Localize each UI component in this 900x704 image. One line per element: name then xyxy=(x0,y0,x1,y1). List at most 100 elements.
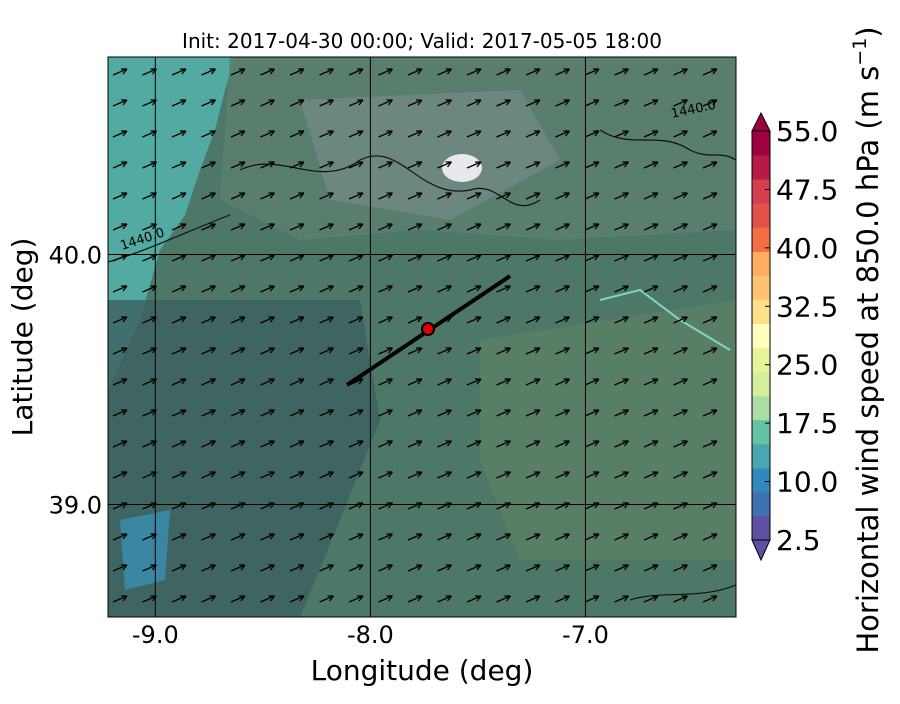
wind-arrow xyxy=(437,440,453,448)
colorbar-band xyxy=(752,179,770,204)
wind-arrow xyxy=(643,533,659,541)
wind-arrow xyxy=(702,223,718,231)
wind-arrow xyxy=(319,471,335,479)
wind-arrow xyxy=(289,347,305,355)
wind-arrow xyxy=(171,471,187,479)
wind-arrow xyxy=(437,223,453,231)
wind-arrow xyxy=(614,471,630,479)
wind-arrow xyxy=(673,161,689,169)
wind-arrow xyxy=(201,533,217,541)
wind-arrow xyxy=(614,347,630,355)
wind-arrow xyxy=(319,130,335,138)
wind-arrow xyxy=(171,192,187,200)
wind-arrow xyxy=(496,409,512,417)
wind-arrow xyxy=(555,564,571,572)
colorbar-tick-label: 55.0 xyxy=(776,115,838,148)
wind-arrow xyxy=(437,409,453,417)
wind-arrow xyxy=(555,223,571,231)
wind-arrow xyxy=(319,316,335,324)
wind-arrow xyxy=(496,99,512,107)
wind-arrow xyxy=(555,409,571,417)
wind-arrow xyxy=(525,316,541,324)
wind-arrow xyxy=(230,440,246,448)
wind-arrow xyxy=(702,99,718,107)
wind-arrow xyxy=(289,533,305,541)
wind-arrow xyxy=(466,192,482,200)
wind-arrow xyxy=(437,378,453,386)
colorbar-band xyxy=(752,443,770,469)
wind-arrow xyxy=(171,595,187,603)
wind-arrow xyxy=(260,595,276,603)
wind-arrow xyxy=(289,161,305,169)
wind-arrow xyxy=(584,595,600,603)
wind-arrow xyxy=(466,533,482,541)
wind-arrow xyxy=(201,347,217,355)
wind-arrow xyxy=(407,223,423,231)
wind-arrow xyxy=(702,471,718,479)
wind-arrow xyxy=(673,192,689,200)
wind-arrow xyxy=(260,192,276,200)
wind-arrow xyxy=(171,285,187,293)
wind-arrow xyxy=(584,316,600,324)
wind-arrow xyxy=(407,316,423,324)
wind-arrow xyxy=(407,378,423,386)
wind-arrow xyxy=(584,564,600,572)
wind-arrow xyxy=(112,564,128,572)
wind-arrow xyxy=(555,285,571,293)
wind-arrow xyxy=(555,192,571,200)
wind-arrow xyxy=(496,316,512,324)
colorbar-band xyxy=(752,491,770,517)
wind-arrow xyxy=(584,99,600,107)
colorbar-band xyxy=(752,251,770,276)
wind-arrow xyxy=(614,378,630,386)
wind-arrow xyxy=(496,347,512,355)
wind-arrow xyxy=(348,347,364,355)
wind-arrow xyxy=(643,192,659,200)
wind-arrow xyxy=(702,440,718,448)
wind-arrow xyxy=(112,130,128,138)
wind-arrow xyxy=(201,99,217,107)
wind-arrow xyxy=(407,533,423,541)
wind-arrow xyxy=(525,595,541,603)
wind-arrow xyxy=(525,533,541,541)
wind-arrow xyxy=(437,347,453,355)
wind-arrow xyxy=(171,223,187,231)
wind-arrow xyxy=(407,440,423,448)
wind-arrow xyxy=(643,440,659,448)
wind-arrow xyxy=(702,409,718,417)
wind-arrow xyxy=(171,130,187,138)
wind-arrow xyxy=(496,440,512,448)
wind-arrow xyxy=(466,68,482,76)
wind-arrow xyxy=(555,68,571,76)
wind-arrow xyxy=(673,409,689,417)
wind-arrow xyxy=(201,378,217,386)
wind-arrow xyxy=(348,595,364,603)
wind-arrow xyxy=(525,285,541,293)
colorbar-band xyxy=(752,419,770,445)
wind-arrow xyxy=(230,564,246,572)
wind-arrow xyxy=(702,316,718,324)
wind-arrow xyxy=(673,595,689,603)
wind-arrow xyxy=(348,161,364,169)
wind-arrow xyxy=(112,533,128,541)
wind-arrow xyxy=(702,68,718,76)
wind-arrow xyxy=(525,223,541,231)
wind-arrow xyxy=(525,409,541,417)
wind-arrow xyxy=(496,285,512,293)
wind-arrow xyxy=(525,161,541,169)
wind-arrow xyxy=(525,471,541,479)
colorbar-label: Horizontal wind speed at 850.0 hPa (m s−… xyxy=(849,26,885,653)
wind-arrow xyxy=(201,316,217,324)
wind-arrow xyxy=(555,347,571,355)
wind-arrow xyxy=(112,223,128,231)
wind-arrow xyxy=(319,595,335,603)
wind-arrow xyxy=(496,595,512,603)
colorbar-tick-label: 17.5 xyxy=(776,407,838,440)
wind-arrow xyxy=(614,409,630,417)
colorbar-extend-high xyxy=(751,111,771,132)
wind-arrow xyxy=(525,130,541,138)
wind-arrow xyxy=(348,471,364,479)
wind-arrow xyxy=(319,533,335,541)
wind-arrow xyxy=(466,471,482,479)
wind-arrow xyxy=(289,440,305,448)
